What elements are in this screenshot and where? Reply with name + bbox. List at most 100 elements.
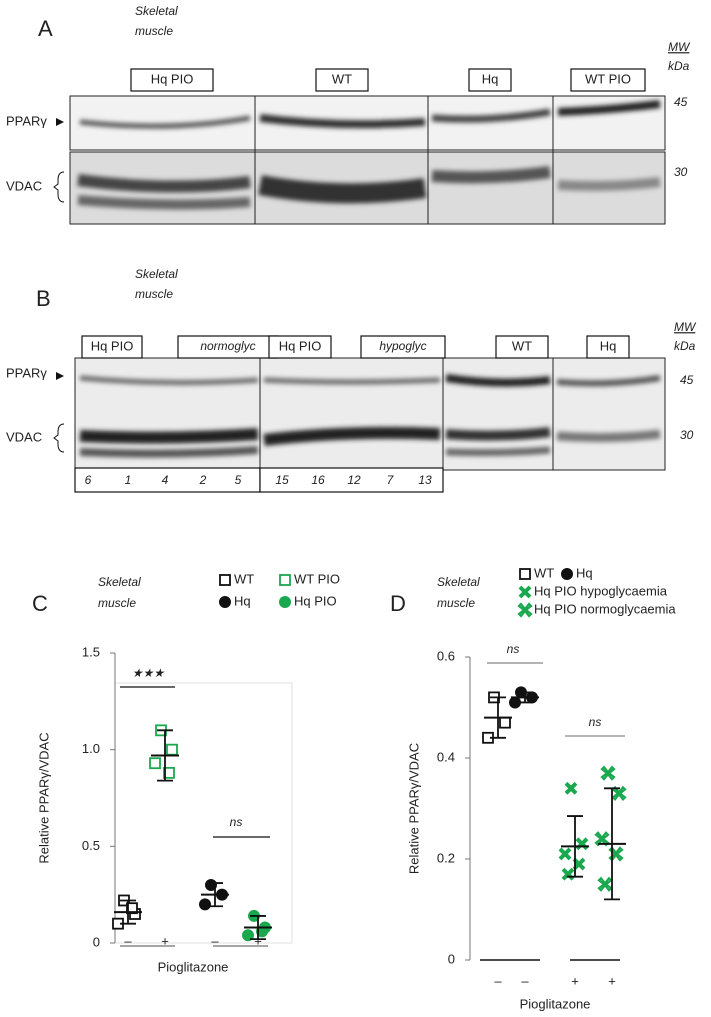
significance: ns [589,715,602,729]
legend-label: Hq [234,593,251,608]
x-tick-label: + [608,973,616,988]
label-box [586,335,630,359]
legend-label: Hq PIO hypoglycaemia [534,583,668,598]
point [561,568,573,580]
panel-letter: B [36,286,51,311]
group-label: Hq PIO [91,338,134,353]
point [608,846,624,862]
x-tick-label: – [521,973,529,988]
x-tick-label: – [124,933,132,948]
row-label: VDAC [6,178,42,193]
panel-letter: D [390,591,406,616]
group-label: Hq PIO [151,71,194,86]
y-axis-label: Relative PPARγ/VDAC [36,732,51,863]
tissue-label: muscle [135,287,173,301]
label-box [268,335,332,359]
significance: ns [507,642,520,656]
significance: ns [230,815,243,829]
row-label: VDAC [6,429,42,444]
legend-label: Hq PIO normoglycaemia [534,601,676,616]
lane-number: 13 [418,473,432,487]
x-tick-label: + [571,973,579,988]
group-label: Hq PIO [279,338,322,353]
group-label: Hq [600,338,617,353]
lane-number: 4 [162,473,169,487]
point [558,847,572,861]
label-box [315,68,369,92]
blot-a [53,95,666,225]
label-box [570,68,646,92]
group-label: Hq [482,71,499,86]
tissue-label: muscle [135,24,173,38]
legend-label: WT [534,565,554,580]
label-box [360,335,446,359]
tissue-label: Skeletal [135,267,178,281]
subtitle: muscle [437,596,475,610]
point [166,743,178,756]
lane-number: 12 [347,473,361,487]
x-axis-label: Pioglitazone [520,996,591,1011]
y-axis-label: Relative PPARγ/VDAC [406,743,421,874]
group-label: normoglyc [200,339,255,353]
blot-b [53,357,666,493]
point [517,602,533,618]
y-tick-label: 0 [93,934,100,949]
chart: C Skeletal muscle 0 0.5 1.0 1.5 Relative PPARγ/… [32,571,340,974]
legend-label: Hq PIO [294,593,337,608]
point [199,898,211,911]
point [519,568,531,580]
panel-letter: C [32,591,48,616]
point [600,765,616,781]
point [561,867,575,881]
mw-marker: 30 [680,428,694,442]
point [219,596,231,608]
point [509,696,521,709]
point [611,785,627,801]
x-tick-label: + [161,933,169,948]
y-tick-label: 0 [448,951,455,966]
lane-number: 1 [125,473,132,487]
mw-label: kDa [668,59,690,73]
point [279,574,291,586]
group-label: WT [512,338,532,353]
significance: ★★★ [132,666,166,680]
point [518,585,532,599]
point [126,902,138,915]
point [163,766,175,779]
x-tick-label: – [494,973,502,988]
group-label: hypoglyc [379,339,426,353]
point [279,596,291,608]
point [564,781,578,795]
y-tick-label: 0.2 [437,850,455,865]
mw-label: MW [674,320,697,334]
point [205,879,217,891]
lane-number: 16 [311,473,325,487]
lane-number: 7 [387,473,395,487]
label-box [468,68,512,92]
panel-letter: A [38,16,53,41]
legend-label: WT [234,571,254,586]
subtitle: Skeletal [437,575,480,589]
mw-marker: 30 [674,165,688,179]
lane-number: 15 [275,473,289,487]
point [594,831,610,847]
tissue-label: Skeletal [135,4,178,18]
lane-number: 6 [85,473,92,487]
chart: D Skeletal muscle 0 0.2 0.4 0.6 Relative PPARγ/… [390,565,676,1011]
mw-label: kDa [674,339,696,353]
label-box [495,335,549,359]
legend-label: Hq [576,565,593,580]
lane-number: 2 [199,473,207,487]
group-label: WT PIO [585,71,631,86]
mw-label: MW [668,40,691,54]
point [597,876,613,892]
y-tick-label: 1.0 [82,741,100,756]
x-tick-label: + [254,933,262,948]
y-tick-label: 0.6 [437,648,455,663]
x-tick-label: – [211,933,219,948]
point [499,716,511,729]
y-tick-label: 1.5 [82,644,100,659]
group-label: WT [332,71,352,86]
